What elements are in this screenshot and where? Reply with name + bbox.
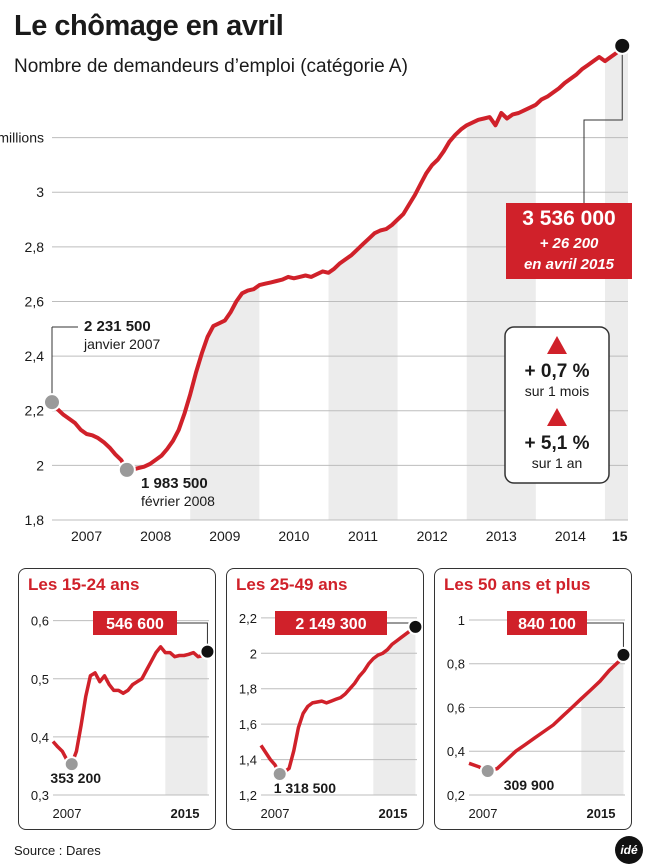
y-tick-label: 2,8 bbox=[25, 239, 45, 255]
stat-period: sur 1 mois bbox=[525, 383, 590, 399]
y-tick-label: 0,2 bbox=[447, 788, 465, 803]
x-tick-label: 2008 bbox=[140, 528, 171, 544]
publisher-logo: idé bbox=[615, 836, 643, 864]
callout-value: 840 100 bbox=[518, 616, 576, 633]
callout-change: + 26 200 bbox=[540, 235, 599, 252]
start-value-label: 2 231 500 bbox=[84, 318, 151, 335]
x-tick-label: 2007 bbox=[53, 806, 82, 821]
callout-value: 3 536 000 bbox=[522, 207, 615, 230]
y-tick-label: 1,6 bbox=[239, 717, 257, 732]
end-leader bbox=[583, 53, 623, 203]
chart-subtitle: Nombre de demandeurs d’emploi (catégorie… bbox=[14, 56, 408, 77]
panel-chart: 1,2 1,4 1,6 1,8 2 2,2 2007 2015 1 318 500 2 149 3… bbox=[239, 611, 423, 821]
panel-title: Les 25-49 ans bbox=[236, 575, 348, 594]
y-tick-label: 2,2 bbox=[25, 403, 45, 419]
panel-title: Les 50 ans et plus bbox=[444, 575, 591, 594]
source-note: Source : Dares bbox=[14, 843, 101, 858]
x-tick-label: 2012 bbox=[417, 528, 448, 544]
end-marker bbox=[615, 646, 631, 663]
end-marker bbox=[613, 36, 632, 55]
y-tick-label: 2 bbox=[250, 646, 257, 661]
x-tick-label: 2009 bbox=[209, 528, 240, 544]
x-tick-label: 2014 bbox=[555, 528, 586, 544]
series-line bbox=[51, 645, 209, 766]
panel-25-49: Les 25-49 ans 1,2 1,4 1,6 1,8 2 2,2 2007 2015 1 … bbox=[226, 568, 424, 830]
callout-value: 2 149 300 bbox=[295, 616, 366, 633]
x-tick-label: 2013 bbox=[486, 528, 517, 544]
start-date-label: janvier 2007 bbox=[83, 336, 160, 352]
callout-box bbox=[506, 203, 632, 279]
y-tick-label: 2,6 bbox=[25, 293, 45, 309]
end-leader bbox=[587, 622, 624, 655]
x-tick-label: 2015 bbox=[587, 806, 616, 821]
x-tick-label: 15 bbox=[612, 528, 628, 544]
x-tick-label: 2007 bbox=[261, 806, 290, 821]
y-tick-label: 0,6 bbox=[447, 700, 465, 715]
min-marker bbox=[479, 762, 496, 779]
triangle-up-icon bbox=[547, 336, 567, 354]
year-band bbox=[190, 285, 260, 520]
y-tick-label: 0,8 bbox=[447, 657, 465, 672]
stats-box bbox=[504, 326, 610, 484]
x-tick-label: 2015 bbox=[379, 806, 408, 821]
min-date-label: février 2008 bbox=[141, 493, 215, 509]
y-tick-label: 3,2 millions bbox=[0, 130, 44, 146]
y-tick-label: 1 bbox=[458, 613, 465, 628]
min-value-label: 353 200 bbox=[50, 770, 101, 786]
panel-chart: 0,2 0,4 0,6 0,8 1 2007 2015 309 900 840 100 bbox=[447, 611, 631, 821]
x-tick-label: 2011 bbox=[348, 528, 378, 544]
min-marker bbox=[63, 756, 80, 773]
stat-value: + 5,1 % bbox=[525, 433, 590, 454]
y-tick-label: 2,2 bbox=[239, 611, 257, 626]
callout-box bbox=[275, 611, 387, 635]
y-tick-label: 0,6 bbox=[31, 614, 49, 629]
main-line-chart: 1,8 2 2,2 2,4 2,6 2,8 3 3,2 millions 2007 2008 200… bbox=[0, 36, 632, 544]
year-band bbox=[328, 219, 398, 520]
callout-value: 546 600 bbox=[106, 616, 164, 633]
y-tick-label: 0,3 bbox=[31, 788, 49, 803]
panel-title: Les 15-24 ans bbox=[28, 575, 140, 594]
x-tick-label: 2015 bbox=[171, 806, 200, 821]
panel-15-24: Les 15-24 ans 0,3 0,4 0,5 0,6 2007 2015 353 20… bbox=[18, 568, 216, 830]
y-tick-label: 2 bbox=[36, 457, 44, 473]
min-value-label: 1 983 500 bbox=[141, 475, 208, 492]
min-marker bbox=[271, 766, 288, 783]
series-line bbox=[50, 44, 624, 472]
y-tick-label: 2,4 bbox=[25, 348, 45, 364]
year-band bbox=[165, 651, 208, 795]
panel-chart: 0,3 0,4 0,5 0,6 2007 2015 353 200 546 600 bbox=[31, 611, 215, 821]
y-tick-label: 1,2 bbox=[239, 788, 257, 803]
min-value-label: 309 900 bbox=[504, 777, 555, 793]
min-value-label: 1 318 500 bbox=[274, 780, 336, 796]
callout-period: en avril 2015 bbox=[524, 256, 615, 273]
y-tick-label: 0,4 bbox=[447, 744, 465, 759]
y-tick-label: 0,5 bbox=[31, 672, 49, 687]
series-line bbox=[468, 653, 625, 773]
x-tick-label: 2007 bbox=[469, 806, 498, 821]
end-marker bbox=[199, 643, 215, 660]
end-leader bbox=[177, 622, 208, 652]
start-marker bbox=[43, 393, 61, 412]
y-tick-label: 3 bbox=[36, 184, 44, 200]
stat-value: + 0,7 % bbox=[525, 361, 590, 382]
year-band bbox=[604, 45, 628, 521]
x-tick-label: 2007 bbox=[71, 528, 102, 544]
year-band bbox=[373, 626, 416, 795]
stat-period: sur 1 an bbox=[532, 455, 583, 471]
min-marker bbox=[117, 460, 136, 479]
y-tick-label: 1,8 bbox=[25, 512, 45, 528]
callout-box bbox=[93, 611, 177, 635]
x-tick-label: 2010 bbox=[278, 528, 309, 544]
callout-box bbox=[507, 611, 587, 635]
triangle-up-icon bbox=[547, 408, 567, 426]
chart-title: Le chômage en avril bbox=[14, 10, 284, 42]
y-tick-label: 1,8 bbox=[239, 682, 257, 697]
end-marker bbox=[407, 618, 423, 635]
y-tick-label: 1,4 bbox=[239, 753, 257, 768]
panel-50-plus: Les 50 ans et plus 0,2 0,4 0,6 0,8 1 2007 2015… bbox=[434, 568, 632, 830]
y-tick-label: 0,4 bbox=[31, 730, 49, 745]
